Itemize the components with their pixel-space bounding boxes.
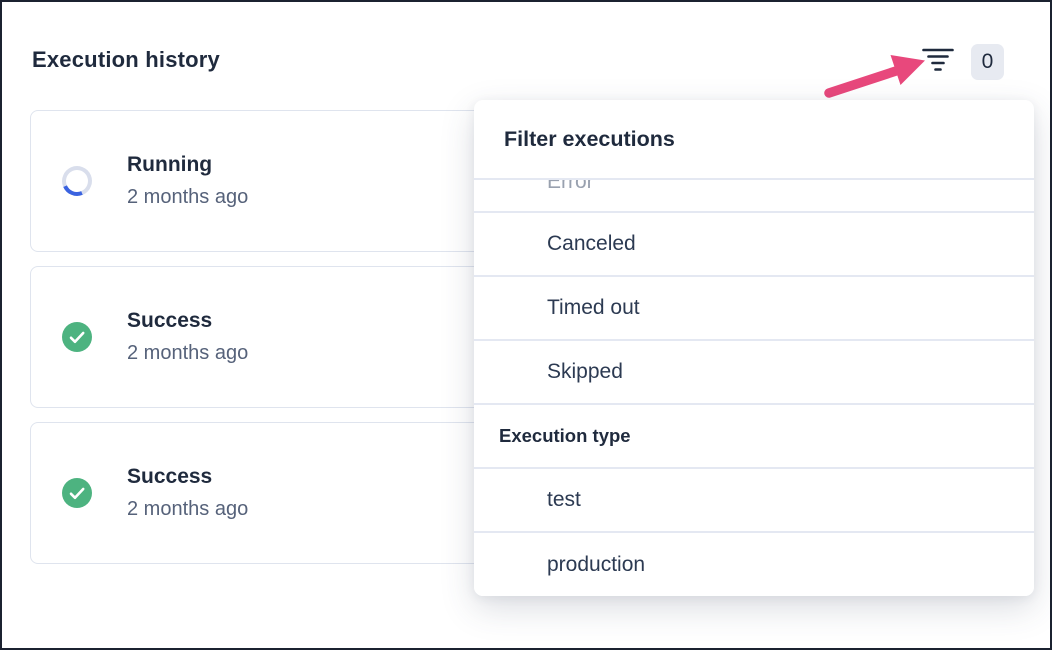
spinner-icon (57, 161, 97, 201)
filter-count-value: 0 (981, 50, 994, 73)
filter-option-canceled[interactable]: Canceled (474, 213, 1034, 277)
filter-funnel-icon (922, 47, 954, 76)
execution-info: Success 2 months ago (127, 309, 248, 365)
execution-status: Success (127, 465, 213, 488)
execution-time: 2 months ago (127, 498, 249, 520)
filter-option-label: Skipped (547, 360, 623, 383)
filter-option-test[interactable]: test (474, 469, 1034, 533)
filter-option-label: Canceled (547, 232, 636, 255)
filter-option-timed-out[interactable]: Timed out (474, 277, 1034, 341)
execution-info: Success 2 months ago (127, 465, 248, 521)
filter-executions-dropdown: Filter executions Error Canceled Timed o… (474, 100, 1034, 596)
filter-option-label: Timed out (547, 296, 640, 319)
filter-button[interactable] (920, 46, 956, 76)
check-circle-icon (61, 321, 93, 353)
filter-option-label: Error (547, 180, 594, 193)
check-circle-icon (61, 477, 93, 509)
execution-status: Running (127, 153, 213, 176)
filter-option-skipped[interactable]: Skipped (474, 341, 1034, 405)
filter-option-label: test (547, 488, 581, 511)
filter-option-production[interactable]: production (474, 533, 1034, 596)
execution-time: 2 months ago (127, 186, 249, 208)
execution-time: 2 months ago (127, 342, 249, 364)
filter-option-error[interactable]: Error (474, 180, 1034, 213)
page-title: Execution history (32, 47, 220, 72)
execution-type-section-label: Execution type (474, 405, 1034, 469)
filter-menu-title: Filter executions (474, 100, 1034, 180)
execution-status: Success (127, 309, 213, 332)
filter-option-label: production (547, 552, 646, 576)
pink-arrow-icon (820, 48, 930, 102)
execution-info: Running 2 months ago (127, 153, 248, 209)
filter-count-badge: 0 (971, 44, 1004, 80)
